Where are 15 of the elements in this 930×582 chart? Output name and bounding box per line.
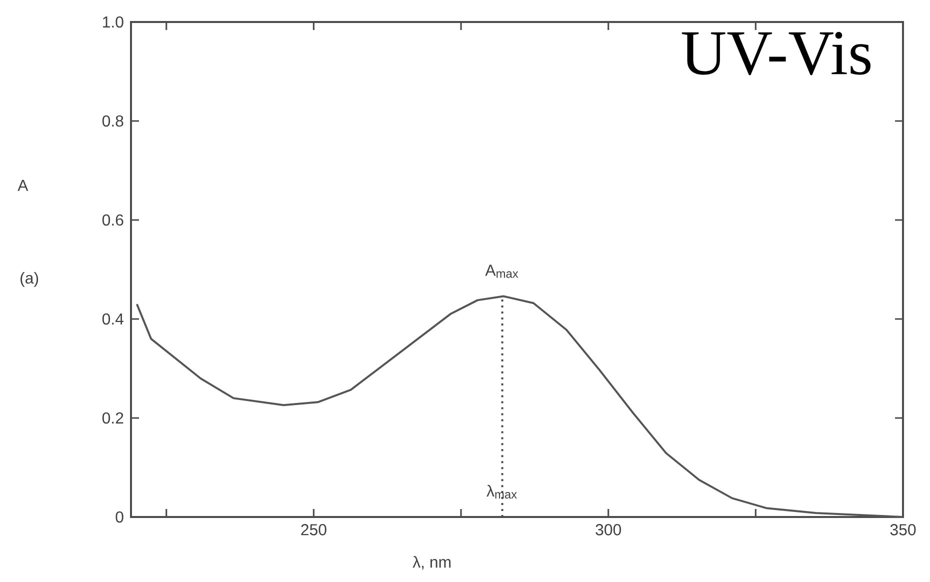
y-tick-label: 0.4: [102, 313, 124, 325]
y-tick-label: 0: [116, 511, 124, 523]
x-tick-label: 300: [596, 524, 622, 536]
y-tick-label: 0.8: [102, 115, 124, 127]
y-axis-title: A: [18, 180, 28, 191]
y-tick-label: 0.2: [102, 412, 124, 424]
x-tick-label: 250: [301, 524, 326, 536]
y-tick-label: 0.6: [102, 214, 124, 226]
annotation: λ$_{max}$: [486, 484, 517, 499]
x-axis-title: λ, nm: [412, 556, 450, 570]
x-tick-label: 350: [890, 524, 916, 536]
text: (a): [20, 272, 38, 287]
y-tick-label: 1.0: [103, 16, 124, 28]
annotation: A$_{max}$: [485, 264, 518, 278]
chart-title: UV-Vis: [682, 32, 871, 76]
